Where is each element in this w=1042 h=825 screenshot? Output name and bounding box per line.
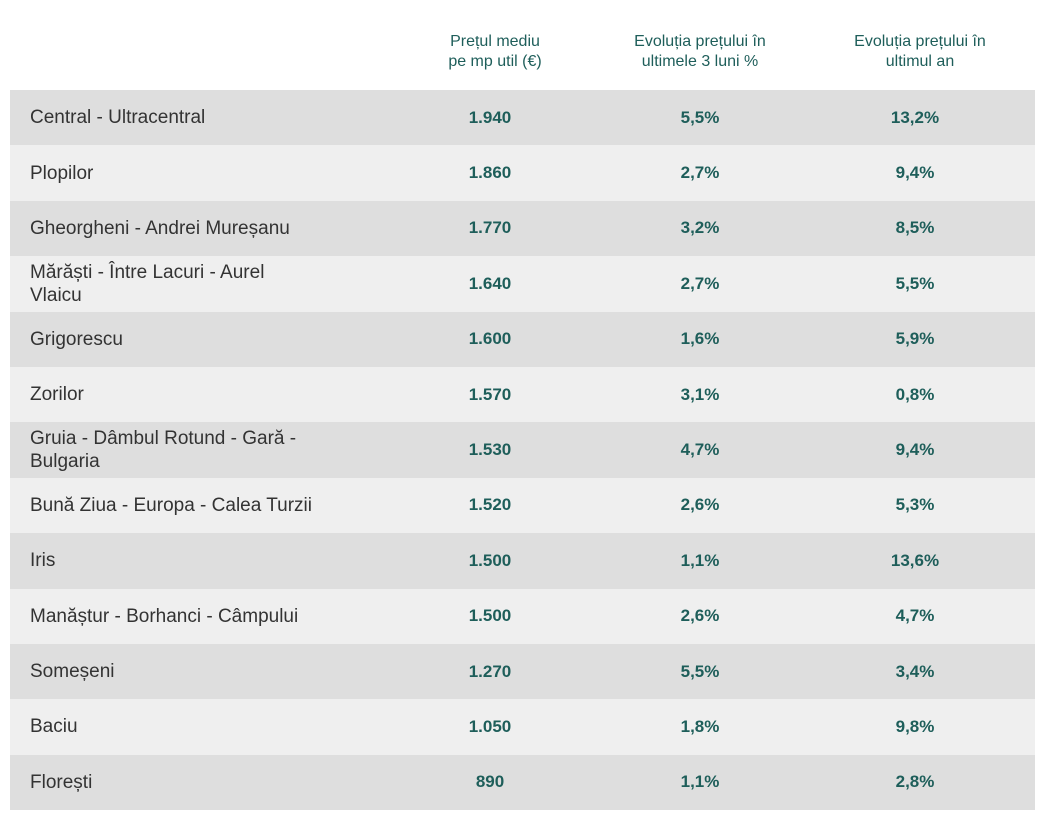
price-value: 1.860 <box>468 163 512 183</box>
zone-name: Manăștur - Borhanci - Câmpului <box>30 605 299 627</box>
header-change-3-months: Evoluția prețului în ultimele 3 luni % <box>634 33 766 70</box>
change-3m-value: 5,5% <box>680 661 720 681</box>
zone-name: Bună Ziua - Europa - Calea Turzii <box>30 494 312 516</box>
table-row: Bună Ziua - Europa - Calea Turzii 1.520 … <box>10 477 1035 534</box>
change-3m-value: 2,6% <box>680 495 720 515</box>
zone-name: Grigorescu <box>30 328 123 350</box>
price-value: 890 <box>475 772 505 792</box>
zone-name: Central - Ultracentral <box>30 107 206 129</box>
change-1y-value: 5,3% <box>895 495 935 515</box>
zone-name: Florești <box>30 771 93 793</box>
table-row: Central - Ultracentral 1.940 5,5% 13,2% <box>10 90 1035 146</box>
price-value: 1.640 <box>468 273 512 293</box>
table-row: Plopilor 1.860 2,7% 9,4% <box>10 145 1035 201</box>
zone-name: Someșeni <box>30 661 115 683</box>
table-row: Someșeni 1.270 5,5% 3,4% <box>10 643 1035 700</box>
change-1y-value: 9,8% <box>895 716 935 736</box>
header-price-per-sqm: Prețul mediu pe mp util (€) <box>448 33 542 70</box>
zone-name: Gruia - Dâmbul Rotund - Gară - Bulgaria <box>30 428 297 473</box>
change-3m-value: 1,1% <box>680 550 720 570</box>
price-value: 1.520 <box>468 495 512 515</box>
price-value: 1.940 <box>468 107 512 127</box>
table-row: Florești 890 1,1% 2,8% <box>10 754 1035 811</box>
zone-name: Plopilor <box>30 162 94 184</box>
change-3m-value: 2,7% <box>680 163 720 183</box>
price-value: 1.570 <box>468 384 512 404</box>
change-3m-value: 1,1% <box>680 772 720 792</box>
change-1y-value: 8,5% <box>895 218 935 238</box>
table-row: Grigorescu 1.600 1,6% 5,9% <box>10 311 1035 367</box>
zone-name: Iris <box>30 550 56 572</box>
table-row: Gheorgheni - Andrei Mureșanu 1.770 3,2% … <box>10 200 1035 257</box>
table-row: Gruia - Dâmbul Rotund - Gară - Bulgaria … <box>10 422 1035 478</box>
change-1y-value: 13,2% <box>890 107 940 127</box>
change-1y-value: 13,6% <box>890 550 940 570</box>
price-value: 1.050 <box>468 716 512 736</box>
zone-name: Baciu <box>30 716 78 738</box>
price-table: Central - Ultracentral 1.940 5,5% 13,2% … <box>10 90 1035 811</box>
header-change-1-year: Evoluția prețului în ultimul an <box>854 33 986 70</box>
table-row: Mărăști - Între Lacuri - Aurel Vlaicu 1.… <box>10 256 1035 312</box>
change-1y-value: 0,8% <box>895 384 935 404</box>
change-3m-value: 1,6% <box>680 329 720 349</box>
table-row: Baciu 1.050 1,8% 9,8% <box>10 699 1035 755</box>
change-1y-value: 2,8% <box>895 772 935 792</box>
change-1y-value: 5,5% <box>895 273 935 293</box>
price-value: 1.770 <box>468 218 512 238</box>
table-row: Zorilor 1.570 3,1% 0,8% <box>10 366 1035 423</box>
price-value: 1.600 <box>468 329 512 349</box>
change-3m-value: 2,7% <box>680 273 720 293</box>
change-3m-value: 3,2% <box>680 218 720 238</box>
change-1y-value: 4,7% <box>895 606 935 626</box>
zone-name: Zorilor <box>30 384 84 406</box>
price-value: 1.500 <box>468 606 512 626</box>
change-3m-value: 3,1% <box>680 384 720 404</box>
change-3m-value: 5,5% <box>680 107 720 127</box>
table-row: Iris 1.500 1,1% 13,6% <box>10 533 1035 589</box>
zone-name: Gheorgheni - Andrei Mureșanu <box>30 217 290 239</box>
change-1y-value: 5,9% <box>895 329 935 349</box>
change-1y-value: 9,4% <box>895 163 935 183</box>
change-3m-value: 4,7% <box>680 440 720 460</box>
table-header: Prețul mediu pe mp util (€) Evoluția pre… <box>10 0 1035 90</box>
zone-name: Mărăști - Între Lacuri - Aurel Vlaicu <box>30 261 265 306</box>
change-3m-value: 2,6% <box>680 606 720 626</box>
change-1y-value: 9,4% <box>895 440 935 460</box>
price-value: 1.500 <box>468 550 512 570</box>
table-row: Manăștur - Borhanci - Câmpului 1.500 2,6… <box>10 588 1035 644</box>
change-1y-value: 3,4% <box>895 661 935 681</box>
price-value: 1.530 <box>468 440 512 460</box>
price-value: 1.270 <box>468 661 512 681</box>
change-3m-value: 1,8% <box>680 716 720 736</box>
